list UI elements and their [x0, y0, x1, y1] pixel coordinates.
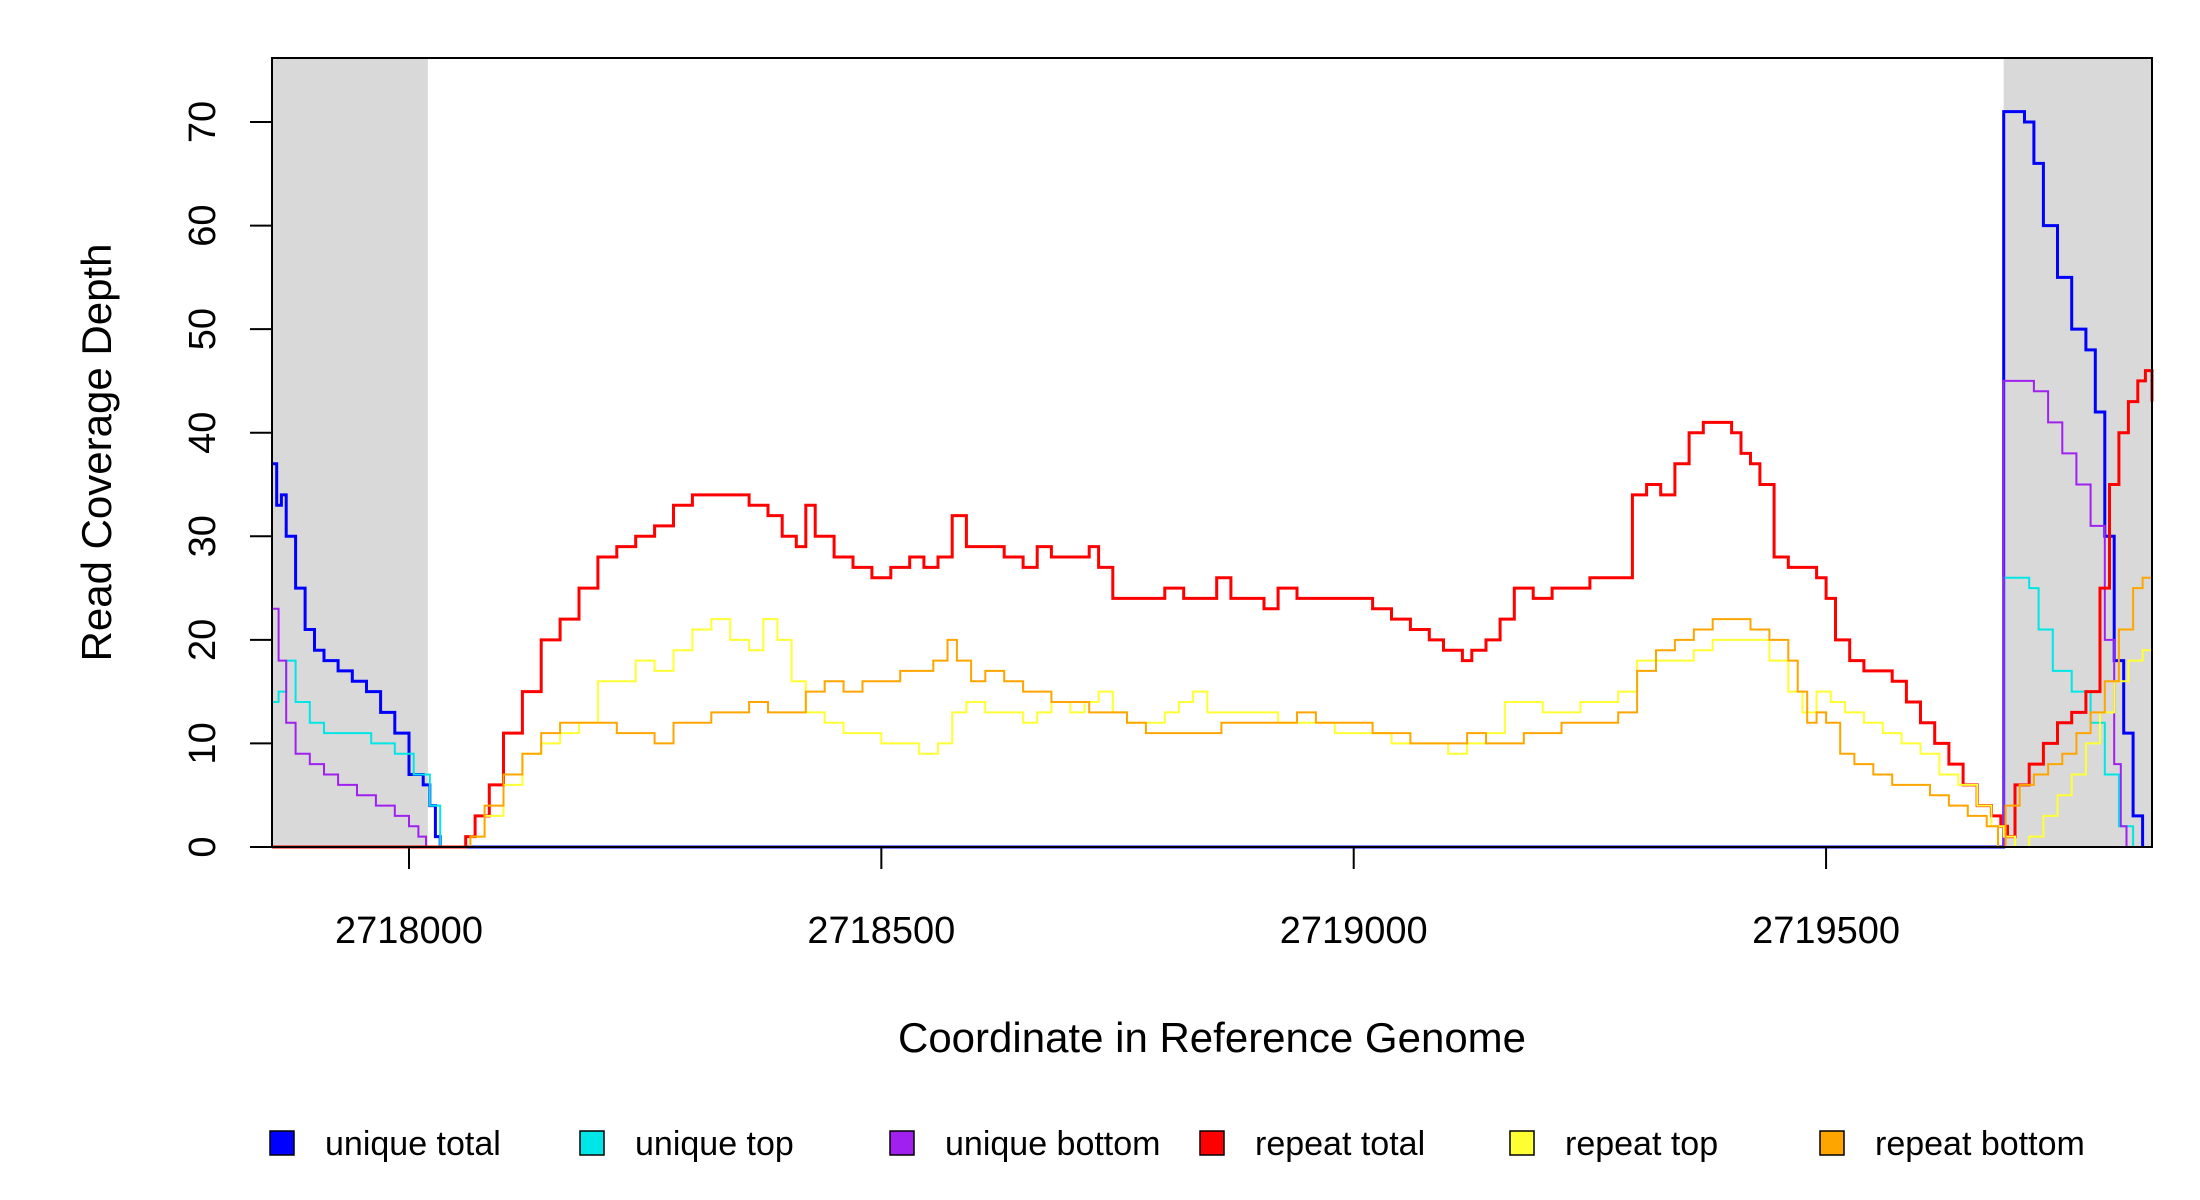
legend-label-unique-total: unique total — [325, 1125, 501, 1163]
plot-frame — [271, 57, 2153, 848]
x-tick-label: 2719000 — [1280, 910, 1428, 952]
legend: unique total unique top unique bottom repea… — [269, 1125, 2085, 1163]
x-axis: 2718000 2718500 2719000 2719500 — [335, 846, 1900, 952]
y-axis: 0 10 20 30 40 50 60 70 — [182, 101, 273, 858]
y-tick-label: 20 — [182, 619, 224, 661]
series-layer — [272, 110, 2154, 849]
legend-label-unique-bottom: unique bottom — [945, 1125, 1161, 1163]
legend-swatch-unique-top — [579, 1130, 605, 1156]
legend-swatch-repeat-total — [1199, 1130, 1225, 1156]
y-tick-label: 50 — [182, 308, 224, 350]
shaded-region-1 — [272, 58, 428, 847]
x-tick-label: 2719500 — [1752, 910, 1900, 952]
y-tick-label: 40 — [182, 412, 224, 454]
legend-swatch-repeat-top — [1509, 1130, 1535, 1156]
y-tick-label: 10 — [182, 722, 224, 764]
x-tick-label: 2718000 — [335, 910, 483, 952]
legend-swatch-unique-bottom — [889, 1130, 915, 1156]
y-tick-label: 30 — [182, 515, 224, 557]
legend-label-unique-top: unique top — [635, 1125, 794, 1163]
legend-label-repeat-bottom: repeat bottom — [1875, 1125, 2085, 1163]
shaded-region-2 — [2003, 58, 2152, 847]
legend-label-repeat-total: repeat total — [1255, 1125, 1425, 1163]
y-axis-title: Read Coverage Depth — [73, 244, 120, 662]
legend-swatch-unique-total — [269, 1130, 295, 1156]
y-tick-label: 0 — [182, 836, 224, 857]
series-line-unique-total — [272, 110, 2145, 849]
x-tick-label: 2718500 — [807, 910, 955, 952]
shaded-regions — [272, 58, 2152, 847]
y-tick-label: 70 — [182, 101, 224, 143]
legend-swatch-repeat-bottom — [1819, 1130, 1845, 1156]
legend-label-repeat-top: repeat top — [1565, 1125, 1718, 1163]
x-axis-title: Coordinate in Reference Genome — [898, 1014, 1526, 1061]
series-line-unique-bottom — [272, 379, 2128, 848]
y-tick-label: 60 — [182, 204, 224, 246]
series-line-unique-top — [272, 576, 2135, 848]
series-line-repeat-bottom — [272, 576, 2153, 848]
series-line-repeat-total — [272, 369, 2154, 849]
